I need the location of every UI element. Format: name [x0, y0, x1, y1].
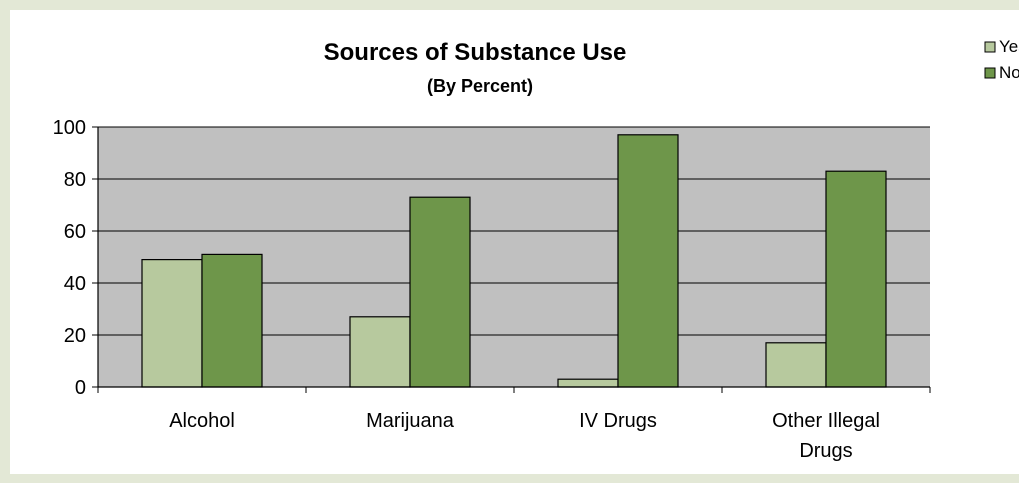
chart-subtitle: (By Percent)	[427, 76, 533, 96]
bar-no-2	[617, 134, 679, 388]
bar-yes-2	[557, 378, 619, 388]
legend-label: No	[999, 63, 1019, 82]
bar-chart: Sources of Substance Use (By Percent) 0 2…	[53, 37, 1019, 462]
y-tick-label: 80	[64, 169, 86, 191]
bar-yes-0	[141, 259, 203, 388]
axes	[92, 126, 931, 393]
category-label: IV Drugs	[579, 410, 657, 432]
y-tick-labels: 0 20 40 60 80 100	[53, 117, 86, 399]
category-label: Alcohol	[169, 410, 235, 432]
bar-no-3	[825, 170, 887, 388]
y-tick-label: 60	[64, 221, 86, 243]
bar-yes-3	[765, 342, 827, 388]
legend-swatch	[984, 41, 996, 53]
y-tick-label: 100	[53, 117, 86, 139]
chart-frame: Sources of Substance Use (By Percent) 0 2…	[10, 10, 1019, 474]
category-labels: Alcohol Marijuana IV Drugs Other Illegal Dru…	[169, 410, 880, 462]
y-tick-label: 0	[75, 377, 86, 399]
category-label: Other Illegal	[772, 410, 880, 432]
bar-yes-1	[349, 316, 411, 388]
legend-label: Yes	[999, 37, 1019, 56]
chart-title: Sources of Substance Use	[324, 39, 627, 66]
bar-no-1	[409, 196, 471, 388]
y-tick-label: 20	[64, 325, 86, 347]
bars	[141, 134, 887, 388]
category-label: Drugs	[799, 440, 852, 462]
bar-no-0	[201, 253, 263, 388]
y-tick-label: 40	[64, 273, 86, 295]
category-label: Marijuana	[366, 410, 455, 432]
legend: Yes No	[984, 37, 1019, 82]
legend-swatch	[984, 67, 996, 79]
